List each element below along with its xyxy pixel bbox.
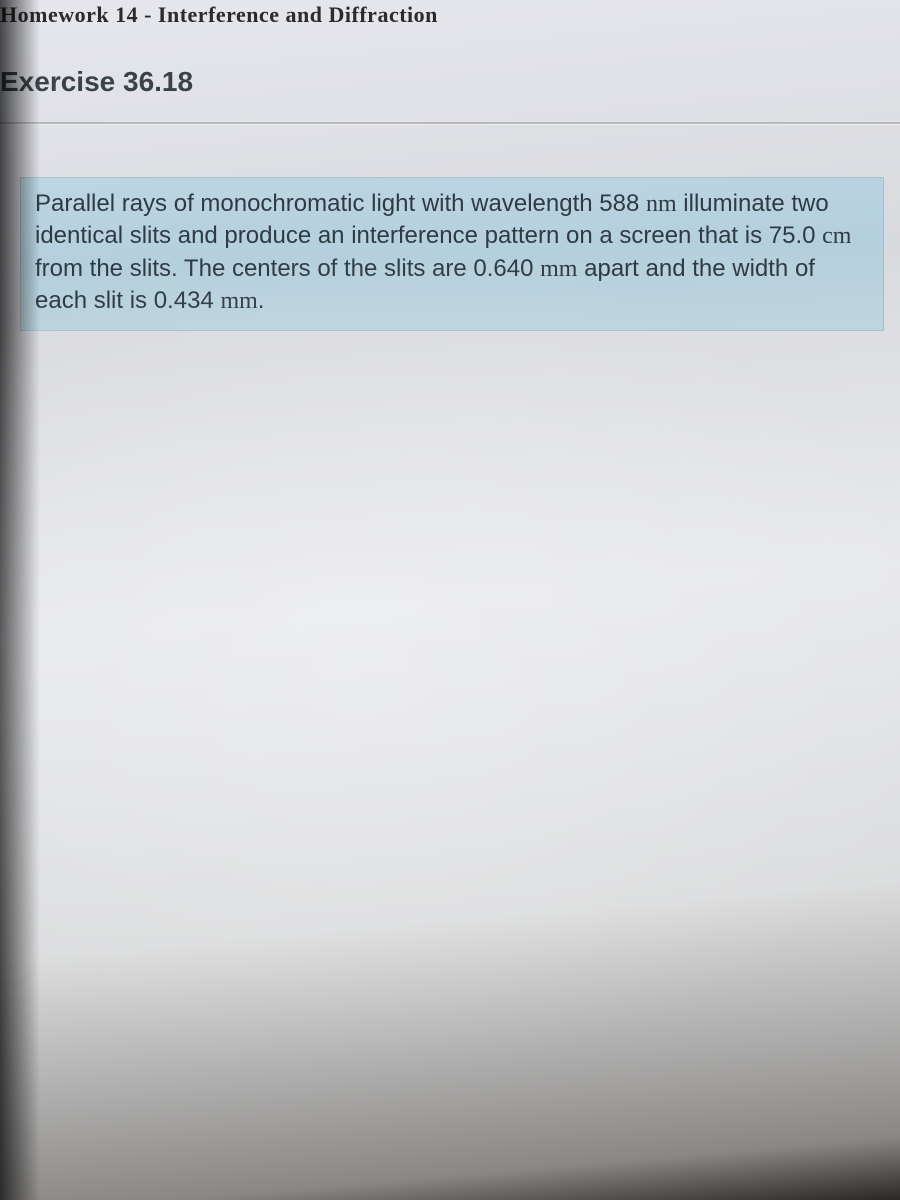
- unit-nm: nm: [646, 191, 677, 217]
- problem-text: .: [258, 287, 265, 314]
- problem-text: Parallel rays of monochromatic light wit…: [35, 190, 646, 217]
- breadcrumb: Homework 14 - Interference and Diffracti…: [0, 0, 900, 36]
- unit-mm: mm: [220, 288, 257, 314]
- unit-mm: mm: [540, 256, 577, 282]
- problem-text: from the slits. The centers of the slits…: [35, 255, 540, 282]
- unit-cm: cm: [822, 223, 851, 249]
- divider: [0, 122, 900, 125]
- problem-container: Parallel rays of monochromatic light wit…: [20, 177, 884, 331]
- exercise-title: Exercise 36.18: [0, 36, 900, 116]
- problem-statement: Parallel rays of monochromatic light wit…: [20, 177, 884, 331]
